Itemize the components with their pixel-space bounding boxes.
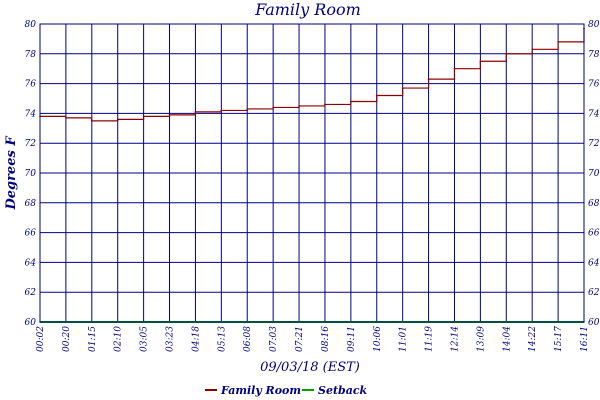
x-tick-label: 09:11 — [347, 326, 357, 352]
y-axis-label: Degrees F — [4, 136, 19, 211]
x-tick-label: 15:17 — [554, 326, 564, 352]
data-point — [91, 120, 93, 122]
data-point — [220, 109, 223, 112]
y-tick-label-right: 74 — [588, 109, 600, 119]
x-tick-label: 12:14 — [450, 326, 460, 352]
y-tick-label-left: 70 — [25, 169, 37, 179]
y-tick-label-left: 80 — [25, 20, 37, 30]
y-tick-label-right: 66 — [588, 229, 600, 239]
x-tick-label: 10:06 — [373, 326, 383, 352]
x-axis-label: 09/03/18 (EST) — [260, 360, 360, 375]
x-tick-label: 02:10 — [114, 326, 124, 352]
y-tick-label-right: 68 — [588, 199, 600, 209]
y-tick-label-left: 66 — [25, 229, 37, 239]
plot-frame — [39, 23, 585, 323]
y-tick-label-right: 72 — [588, 139, 600, 149]
data-point — [479, 60, 482, 63]
y-tick-label-left: 76 — [25, 80, 37, 90]
y-tick-label-right: 80 — [588, 20, 600, 30]
y-tick-labels: 60 60 62 62 64 64 66 66 68 68 70 70 72 72 74 74 76 76 78 78… — [25, 20, 600, 328]
y-tick-label-right: 78 — [588, 50, 600, 60]
data-point — [531, 48, 533, 51]
series-line-family-room — [40, 28, 585, 122]
data-point — [116, 118, 119, 121]
x-tick-label: 00:20 — [62, 326, 72, 352]
data-point — [453, 67, 456, 70]
x-tick-label: 04:18 — [191, 326, 201, 352]
x-tick-labels: 00:02 00:20 01:15 02:10 03:05 03:23 04:18 05:13… — [36, 326, 590, 352]
y-tick-label-right: 70 — [588, 169, 600, 179]
x-tick-label: 06:08 — [243, 326, 253, 352]
x-tick-label: 07:21 — [295, 326, 305, 352]
data-point — [324, 103, 326, 106]
y-tick-label-left: 74 — [25, 109, 37, 119]
y-tick-label-left: 68 — [25, 199, 37, 209]
data-point — [427, 78, 430, 80]
y-tick-label-left: 78 — [25, 50, 37, 60]
data-point — [350, 100, 352, 103]
x-tick-label: 07:03 — [269, 326, 279, 352]
x-tick-label: 13:09 — [476, 326, 486, 352]
y-tick-label-left: 62 — [25, 288, 37, 298]
x-tick-label: 03:05 — [140, 326, 150, 352]
data-point — [505, 53, 508, 55]
x-tick-label: 00:02 — [36, 326, 46, 352]
data-point — [272, 106, 274, 109]
data-point — [557, 41, 559, 43]
data-point — [246, 108, 249, 110]
data-point — [194, 111, 197, 113]
x-tick-label: 08:16 — [321, 326, 331, 352]
x-tick-label: 11:01 — [399, 326, 409, 352]
data-point — [375, 94, 378, 97]
x-tick-label: 11:19 — [425, 326, 435, 352]
data-point — [168, 114, 171, 116]
data-point — [401, 87, 404, 89]
y-tick-label-left: 60 — [25, 318, 37, 328]
y-tick-label-right: 60 — [588, 318, 600, 328]
y-tick-label-right: 64 — [588, 258, 600, 268]
x-tick-label: 16:11 — [580, 326, 590, 352]
chart-title: Family Room — [254, 0, 361, 19]
y-tick-label-right: 76 — [588, 80, 600, 90]
legend: Family Room Setback — [205, 384, 368, 397]
y-tick-label-right: 62 — [588, 288, 600, 298]
data-point — [298, 105, 300, 107]
y-tick-label-left: 64 — [25, 258, 37, 268]
x-tick-label: 14:04 — [502, 326, 512, 352]
series-layer — [39, 27, 585, 323]
y-tick-label-left: 72 — [25, 139, 37, 149]
x-tick-label: 05:13 — [217, 326, 227, 352]
data-point — [142, 115, 145, 118]
x-tick-label: 14:22 — [528, 326, 538, 352]
x-tick-label: 01:15 — [88, 326, 98, 352]
legend-label: Family Room — [220, 384, 301, 397]
data-point — [65, 117, 67, 119]
legend-label: Setback — [318, 384, 368, 397]
grid-layer — [39, 23, 585, 323]
x-tick-label: 03:23 — [166, 326, 176, 352]
